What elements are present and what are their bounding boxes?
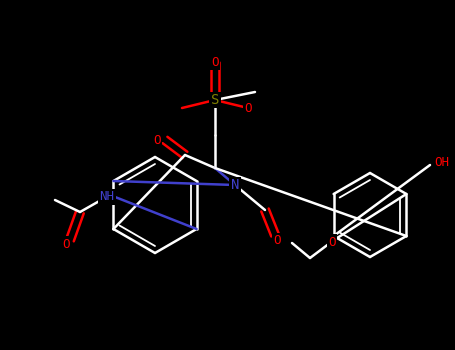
Text: O: O	[211, 56, 219, 69]
Text: O: O	[273, 234, 281, 247]
Text: NH: NH	[100, 190, 115, 203]
Text: O: O	[153, 133, 161, 147]
Text: N: N	[231, 178, 239, 192]
Text: O: O	[328, 236, 336, 248]
Text: S: S	[211, 93, 219, 107]
Text: OH: OH	[434, 156, 449, 169]
Text: O: O	[62, 238, 70, 251]
Text: O: O	[244, 102, 252, 114]
